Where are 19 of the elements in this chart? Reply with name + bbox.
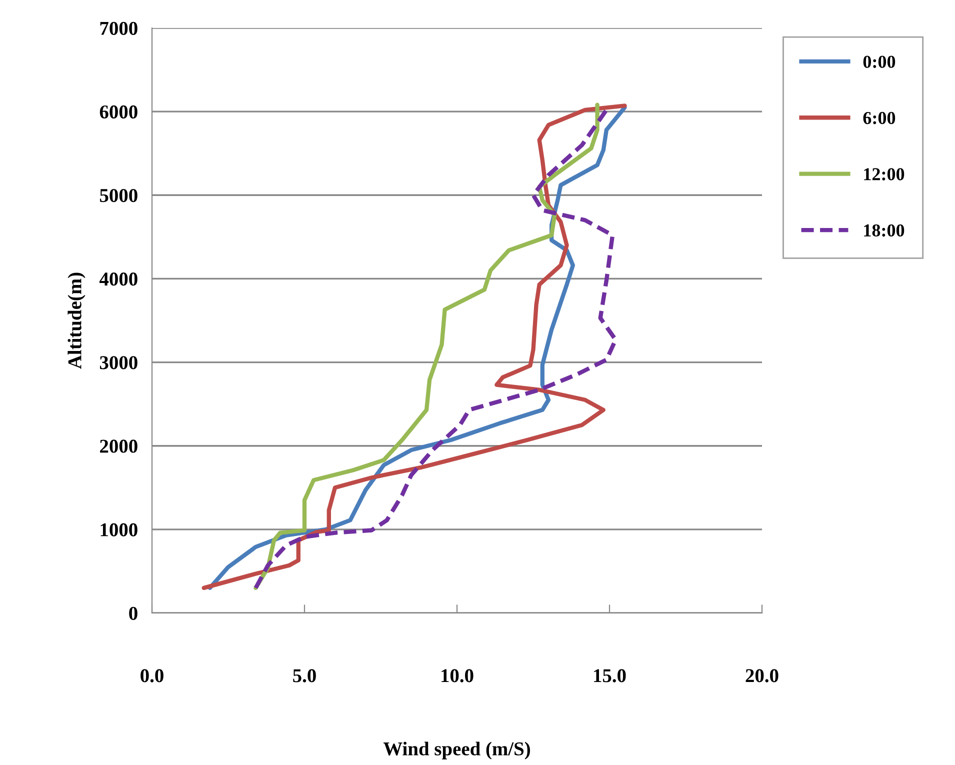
x-tick-label: 20.0 [746,669,778,682]
y-tick-label: 4000 [99,272,138,286]
x-tick-label: 5.0 [293,669,316,682]
x-tick-label: 15.0 [594,669,626,682]
x-axis-title: Wind speed (m/S) [383,742,530,760]
y-tick-label: 6000 [100,105,138,119]
y-tick-label: 1000 [100,523,138,536]
y-tick-label: 3000 [100,356,138,370]
x-tick-label: 10.0 [442,669,474,682]
x-tick-label: 0.0 [140,669,164,682]
y-tick-label: 2000 [100,440,138,453]
legend-label: 18:00 [864,224,904,237]
y-tick-label: 0 [129,606,138,620]
y-tick-label: 5000 [100,188,138,202]
legend-label: 6:00 [863,112,896,124]
legend-label: 0:00 [863,56,896,68]
y-tick-label: 7000 [100,22,138,35]
y-axis-title: Altitude(m) [68,272,86,369]
legend-label: 12:00 [864,168,904,180]
